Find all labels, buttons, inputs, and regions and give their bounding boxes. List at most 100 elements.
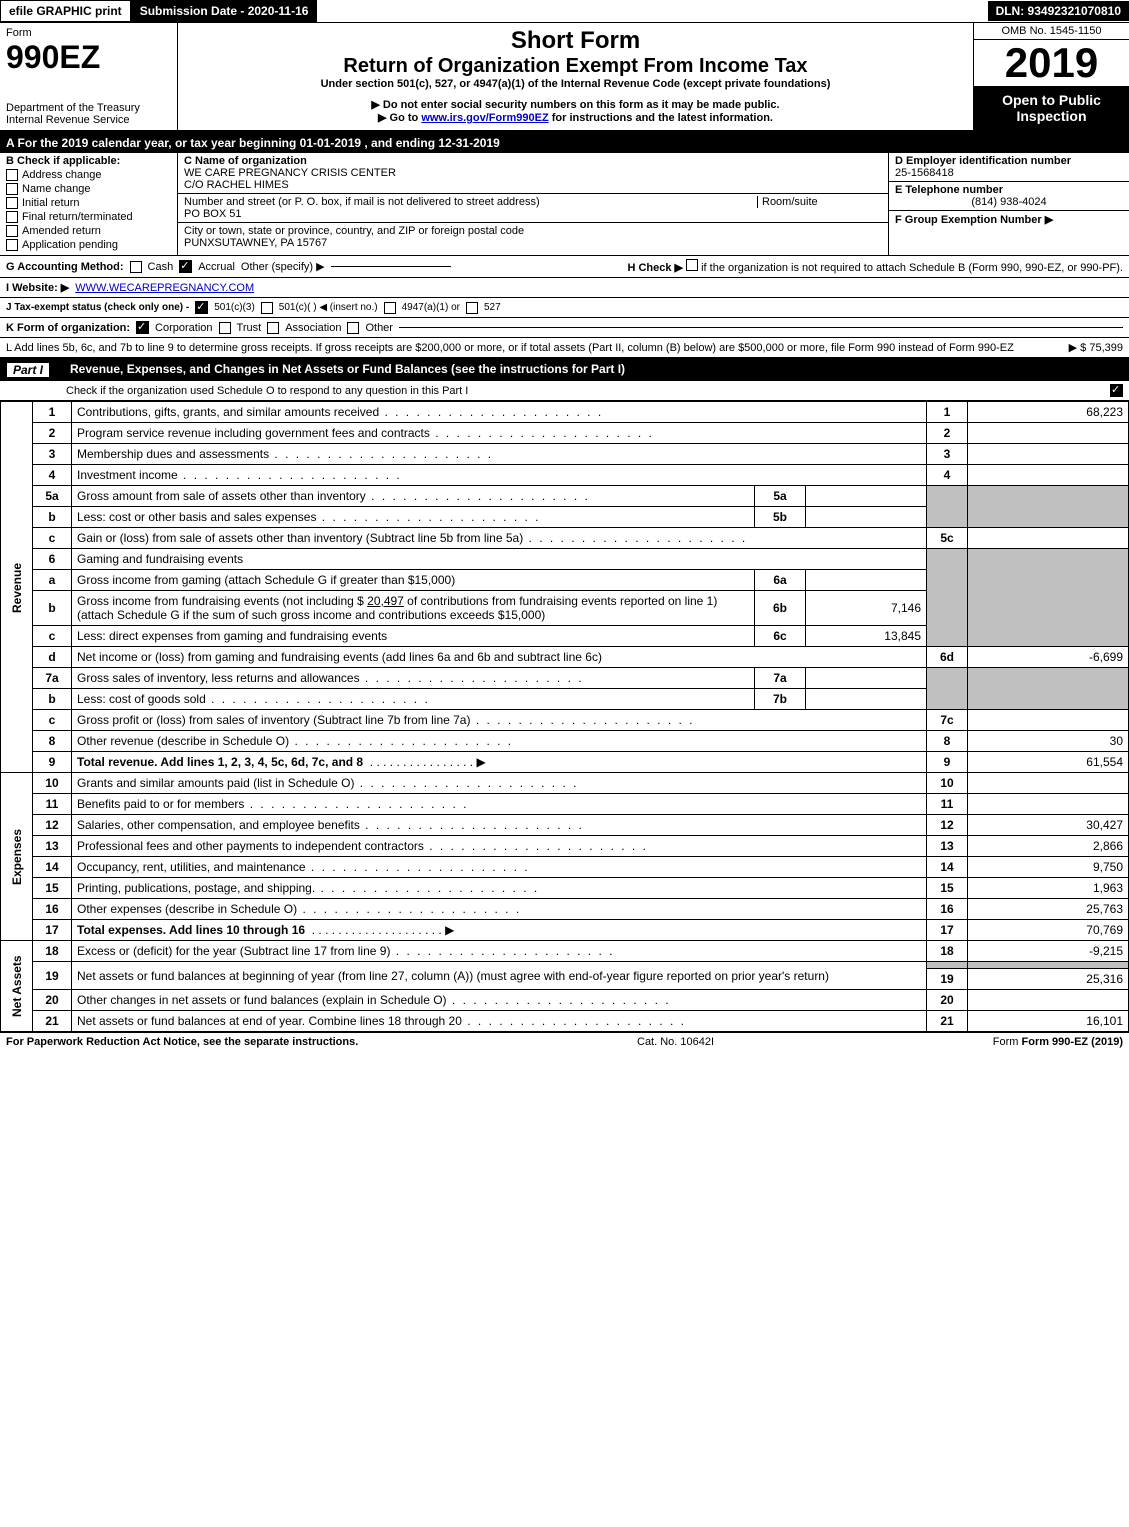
- dln-label: DLN: 93492321070810: [988, 1, 1129, 21]
- website-link[interactable]: WWW.WECAREPREGNANCY.COM: [75, 282, 254, 294]
- part-i-title: Revenue, Expenses, and Changes in Net As…: [70, 362, 625, 378]
- line-19-value: 25,316: [968, 969, 1129, 990]
- line-6d-desc: Net income or (loss) from gaming and fun…: [72, 647, 927, 668]
- checkbox-cash[interactable]: [130, 261, 142, 273]
- line-17-value: 70,769: [968, 920, 1129, 941]
- checkbox-501c[interactable]: [261, 302, 273, 314]
- k-label: K Form of organization:: [6, 322, 130, 334]
- checkbox-association[interactable]: [267, 322, 279, 334]
- city-label: City or town, state or province, country…: [184, 225, 524, 237]
- checkbox-4947[interactable]: [384, 302, 396, 314]
- line-13-value: 2,866: [968, 836, 1129, 857]
- org-co: C/O RACHEL HIMES: [184, 179, 289, 191]
- checkbox-h[interactable]: [686, 259, 698, 271]
- checkbox-trust[interactable]: [219, 322, 231, 334]
- line-5c-desc: Gain or (loss) from sale of assets other…: [72, 528, 927, 549]
- dept-label: Department of the Treasury: [6, 102, 171, 114]
- room-suite-label: Room/suite: [757, 196, 882, 208]
- h-label: H Check ▶: [627, 262, 683, 274]
- l-text: L Add lines 5b, 6c, and 7b to line 9 to …: [6, 342, 1014, 354]
- line-6c-value: 13,845: [806, 626, 927, 647]
- line-15-desc: Printing, publications, postage, and shi…: [72, 878, 927, 899]
- footer-center: Cat. No. 10642I: [637, 1036, 714, 1048]
- line-15-value: 1,963: [968, 878, 1129, 899]
- org-street: PO BOX 51: [184, 208, 241, 220]
- h-text: if the organization is not required to a…: [701, 262, 1123, 274]
- submission-date-button[interactable]: Submission Date - 2020-11-16: [131, 0, 318, 22]
- line-21-desc: Net assets or fund balances at end of ye…: [72, 1011, 927, 1032]
- b-label: B Check if applicable:: [6, 155, 171, 167]
- row-i: I Website: ▶ WWW.WECAREPREGNANCY.COM: [0, 278, 1129, 298]
- note-goto: ▶ Go to www.irs.gov/Form990EZ for instru…: [188, 111, 963, 124]
- subtitle-section: Under section 501(c), 527, or 4947(a)(1)…: [188, 78, 963, 90]
- other-org-input[interactable]: [399, 327, 1123, 328]
- form-header: Form 990EZ Department of the Treasury In…: [0, 23, 1129, 133]
- l-value: ▶ $ 75,399: [1069, 341, 1123, 354]
- title-return: Return of Organization Exempt From Incom…: [188, 55, 963, 78]
- tax-year: 2019: [974, 40, 1129, 86]
- checkbox-other-org[interactable]: [347, 322, 359, 334]
- j-label: J Tax-exempt status (check only one) -: [6, 302, 189, 313]
- line-3-desc: Membership dues and assessments: [72, 444, 927, 465]
- checkbox-application-pending[interactable]: [6, 239, 18, 251]
- line-12-desc: Salaries, other compensation, and employ…: [72, 815, 927, 836]
- info-block: B Check if applicable: Address change Na…: [0, 153, 1129, 256]
- part-i-label: Part I: [6, 362, 50, 378]
- checkbox-accrual[interactable]: [179, 260, 192, 273]
- omb-number: OMB No. 1545-1150: [974, 23, 1129, 40]
- other-method-input[interactable]: [331, 266, 451, 267]
- checkbox-address-change[interactable]: [6, 169, 18, 181]
- line-6b-desc: Gross income from fundraising events (no…: [72, 591, 755, 626]
- efile-button[interactable]: efile GRAPHIC print: [0, 0, 131, 22]
- checkbox-501c3[interactable]: [195, 301, 208, 314]
- row-g-h: G Accounting Method: Cash Accrual Other …: [0, 256, 1129, 278]
- c-name-label: C Name of organization: [184, 155, 307, 167]
- checkbox-part-i[interactable]: [1110, 384, 1123, 397]
- e-label: E Telephone number: [895, 184, 1003, 196]
- line-7c-desc: Gross profit or (loss) from sales of inv…: [72, 710, 927, 731]
- part-i-header: Part I Revenue, Expenses, and Changes in…: [0, 359, 1129, 381]
- checkbox-name-change[interactable]: [6, 183, 18, 195]
- open-to-public: Open to Public Inspection: [974, 86, 1129, 130]
- line-14-value: 9,750: [968, 857, 1129, 878]
- phone-value: (814) 938-4024: [895, 196, 1123, 208]
- irs-label: Internal Revenue Service: [6, 114, 171, 126]
- form-label: Form: [6, 27, 171, 39]
- sidelabel-expenses: Expenses: [1, 773, 33, 941]
- line-17-desc: Total expenses. Add lines 10 through 16 …: [72, 920, 927, 941]
- line-14-desc: Occupancy, rent, utilities, and maintena…: [72, 857, 927, 878]
- footer-right: Form Form 990-EZ (2019): [993, 1036, 1123, 1048]
- g-label: G Accounting Method:: [6, 261, 124, 273]
- line-2-desc: Program service revenue including govern…: [72, 423, 927, 444]
- line-4-desc: Investment income: [72, 465, 927, 486]
- period-line: A For the 2019 calendar year, or tax yea…: [0, 133, 1129, 153]
- checkbox-527[interactable]: [466, 302, 478, 314]
- line-1-desc: Contributions, gifts, grants, and simila…: [72, 402, 927, 423]
- checkbox-amended-return[interactable]: [6, 225, 18, 237]
- line-20-desc: Other changes in net assets or fund bala…: [72, 990, 927, 1011]
- line-16-desc: Other expenses (describe in Schedule O): [72, 899, 927, 920]
- checkbox-final-return[interactable]: [6, 211, 18, 223]
- line-11-desc: Benefits paid to or for members: [72, 794, 927, 815]
- line-10-desc: Grants and similar amounts paid (list in…: [72, 773, 927, 794]
- line-13-desc: Professional fees and other payments to …: [72, 836, 927, 857]
- sidelabel-netassets: Net Assets: [1, 941, 33, 1032]
- row-l: L Add lines 5b, 6c, and 7b to line 9 to …: [0, 338, 1129, 359]
- line-1-value: 68,223: [968, 402, 1129, 423]
- checkbox-initial-return[interactable]: [6, 197, 18, 209]
- line-6b-amount: 20,497: [367, 594, 404, 608]
- line-9-value: 61,554: [968, 752, 1129, 773]
- part-i-check-row: Check if the organization used Schedule …: [0, 381, 1129, 401]
- line-6-desc: Gaming and fundraising events: [72, 549, 927, 570]
- line-9-desc: Total revenue. Add lines 1, 2, 3, 4, 5c,…: [72, 752, 927, 773]
- d-label: D Employer identification number: [895, 155, 1071, 167]
- line-16-value: 25,763: [968, 899, 1129, 920]
- line-7b-desc: Less: cost of goods sold: [72, 689, 755, 710]
- line-21-value: 16,101: [968, 1011, 1129, 1032]
- org-name: WE CARE PREGNANCY CRISIS CENTER: [184, 167, 396, 179]
- line-6a-desc: Gross income from gaming (attach Schedul…: [72, 570, 755, 591]
- checkbox-corporation[interactable]: [136, 321, 149, 334]
- irs-link[interactable]: www.irs.gov/Form990EZ: [421, 112, 548, 124]
- line-5b-desc: Less: cost or other basis and sales expe…: [72, 507, 755, 528]
- sidelabel-revenue: Revenue: [1, 402, 33, 773]
